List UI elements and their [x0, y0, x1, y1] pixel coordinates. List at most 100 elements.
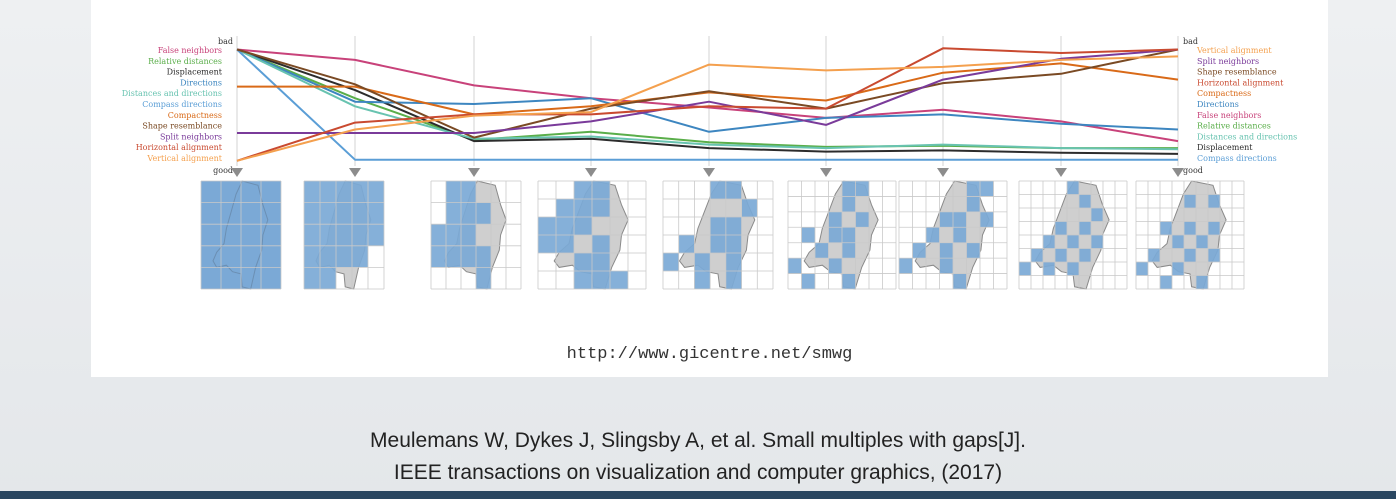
map-8-cell: [1019, 262, 1031, 276]
map-6-cell: [801, 227, 815, 243]
map-3-cell: [431, 245, 446, 268]
map-8-cell: [1067, 262, 1079, 276]
map-4-cell: [592, 181, 610, 199]
map-6-cell: [788, 258, 802, 274]
map-6-cell: [842, 273, 856, 289]
map-7-cell: [912, 242, 926, 259]
map-9-cell: [1148, 248, 1160, 262]
map-3-cell: [461, 181, 476, 203]
map-6-cell: [842, 227, 856, 243]
right-label-false-neighbors: False neighbors: [1197, 111, 1261, 120]
map-4-cell: [556, 235, 574, 253]
map-2-cell: [304, 224, 320, 246]
map-2-cell: [320, 245, 336, 268]
axis-arrow-6: [820, 168, 832, 177]
right-label-relative-distances: Relative distances: [1197, 122, 1271, 131]
axis-arrow-7: [937, 168, 949, 177]
axis-arrow-5: [703, 168, 715, 177]
map-7-cell: [966, 181, 980, 197]
figure-panel: bad bad good good False neighbors Relative di…: [91, 0, 1328, 377]
map-4-cell: [592, 271, 610, 289]
map-7-cell: [939, 242, 953, 259]
right-label-split-neighbors: Split neighbors: [1197, 57, 1259, 66]
map-8-cell: [1067, 235, 1079, 249]
map-8-cell: [1067, 181, 1079, 195]
map-9-cell: [1172, 235, 1184, 249]
right-label-compass-directions: Compass directions: [1197, 154, 1277, 163]
map-6-cell: [842, 242, 856, 259]
map-7-cell: [966, 242, 980, 259]
map-8-cell: [1091, 208, 1103, 222]
series-line-distances-and-directions: [236, 48, 1179, 151]
map-4-cell: [556, 217, 574, 235]
map-3-cell: [476, 267, 491, 289]
map-8-cell: [1031, 248, 1043, 262]
map-3-cell: [461, 245, 476, 268]
parallel-coordinates-chart: bad bad good good False neighbors Relative di…: [122, 36, 1297, 290]
map-5-cell: [694, 253, 711, 271]
right-label-horizontal-alignment: Horizontal alignment: [1197, 78, 1284, 87]
left-label-compactness: Compactness: [168, 111, 222, 120]
map-4-cell: [592, 199, 610, 217]
map-5-cell: [710, 217, 726, 235]
map-8-cell: [1043, 235, 1055, 249]
map-3-cell: [446, 245, 461, 268]
map-2-cell: [320, 267, 336, 289]
right-label-directions: Directions: [1197, 100, 1239, 109]
map-4-cell: [574, 181, 592, 199]
citation: Meulemans W, Dykes J, Slingsby A, et al.…: [0, 425, 1396, 489]
map-3-cell: [476, 245, 491, 268]
citation-line-1: Meulemans W, Dykes J, Slingsby A, et al.…: [370, 429, 1026, 452]
right-label-compactness: Compactness: [1197, 89, 1251, 98]
map-8-cell: [1055, 248, 1067, 262]
map-6-cell: [855, 181, 869, 197]
map-3-cell: [461, 224, 476, 246]
citation-line-2: IEEE transactions on visualization and c…: [393, 461, 1003, 484]
map-4-cell: [574, 271, 592, 289]
map-4-cell: [592, 253, 610, 271]
map-3-cell: [476, 202, 491, 225]
map-4-cell: [574, 253, 592, 271]
map-2-cell: [368, 181, 384, 203]
right-label-vertical-alignment: Vertical alignment: [1196, 46, 1272, 55]
map-4-cell: [610, 271, 628, 289]
series-line-split-neighbors: [237, 48, 1179, 134]
map-9-cell: [1196, 275, 1208, 289]
map-5-cell: [663, 253, 679, 271]
series-line-horizontal-alignment: [236, 47, 1179, 162]
map-5-cell: [710, 235, 726, 253]
map-8-cell: [1079, 248, 1091, 262]
map-8-cell: [1043, 262, 1055, 276]
map-2-cell: [320, 181, 336, 203]
map-9-cell: [1196, 235, 1208, 249]
axis-arrow-2: [349, 168, 361, 177]
map-9-cell: [1208, 248, 1220, 262]
map-2-cell: [304, 267, 320, 289]
axis-arrow-4: [585, 168, 597, 177]
left-label-displacement: Displacement: [167, 68, 223, 77]
map-5-cell: [725, 181, 742, 199]
map-2-cell: [320, 224, 336, 246]
map-9-cell: [1208, 194, 1220, 208]
map-4-cell: [574, 199, 592, 217]
map-9-cell: [1208, 221, 1220, 235]
map-5-cell: [725, 271, 742, 289]
map-7-cell: [939, 258, 953, 274]
map-5-cell: [678, 235, 695, 253]
map-4-cell: [538, 217, 556, 235]
left-label-false-neighbors: False neighbors: [158, 46, 222, 55]
left-label-vertical-alignment: Vertical alignment: [146, 154, 222, 163]
map-2-cell: [352, 181, 368, 203]
map-8-cell: [1091, 235, 1103, 249]
left-label-directions: Directions: [180, 78, 222, 87]
map-7-cell: [980, 211, 994, 228]
map-9-cell: [1136, 262, 1148, 276]
map-2-cell: [304, 245, 320, 268]
map-2-cell: [304, 181, 320, 203]
map-5-cell: [725, 253, 742, 271]
left-label-compass-directions: Compass directions: [142, 100, 222, 109]
map-5-cell: [710, 181, 726, 199]
map-9-cell: [1184, 248, 1196, 262]
good-label-left: good: [213, 166, 233, 175]
map-2-cell: [304, 202, 320, 225]
